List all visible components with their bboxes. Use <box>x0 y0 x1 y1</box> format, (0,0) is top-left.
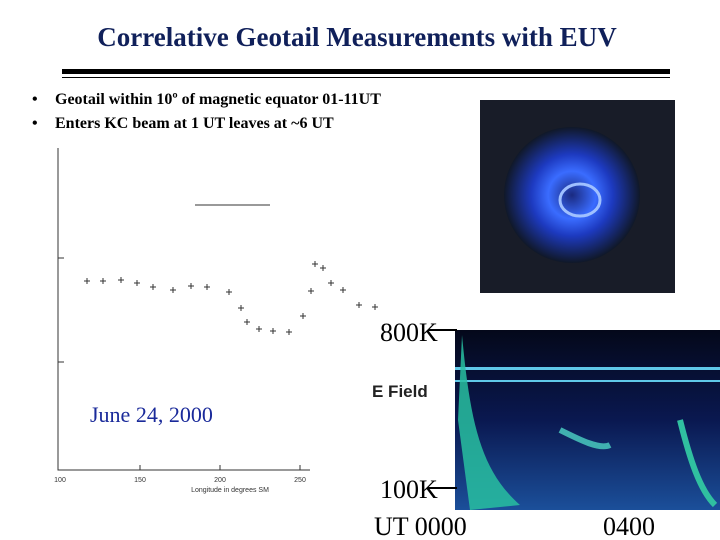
spectrogram <box>455 330 720 510</box>
freq-bottom-label: 100K <box>380 475 438 504</box>
channel-label: E Field <box>372 382 428 401</box>
slide-title: Correlative Geotail Measurements with EU… <box>97 22 617 52</box>
title-rule-thin <box>62 77 670 78</box>
date-label: June 24, 2000 <box>90 402 213 427</box>
x-tick-label: 250 <box>294 477 306 484</box>
bullet: Geotail within 10º of magnetic equator 0… <box>55 91 381 108</box>
spectrogram-feature <box>677 419 718 508</box>
bullet-mark: • <box>32 115 38 132</box>
euv-glow <box>504 127 640 263</box>
x-tick-label: 200 <box>214 477 226 484</box>
title-rule <box>62 69 670 74</box>
spectrogram-band <box>455 367 720 370</box>
x-axis-label: Longitude in degrees SM <box>191 487 269 494</box>
plot-image <box>57 148 378 471</box>
spectrogram-feature <box>558 427 612 450</box>
time-mid-label: 0400 <box>603 512 655 540</box>
x-tick-label: 150 <box>134 477 146 484</box>
bullet-mark: • <box>32 91 38 108</box>
spectrogram-band <box>455 380 720 382</box>
freq-top-label: 800K <box>380 318 438 347</box>
time-start-label: UT 0000 <box>374 512 467 540</box>
spectrogram-feature <box>458 335 520 510</box>
bullet: Enters KC beam at 1 UT leaves at ~6 UT <box>55 115 334 132</box>
euv-ring <box>558 182 602 218</box>
x-tick-label: 100 <box>54 477 66 484</box>
